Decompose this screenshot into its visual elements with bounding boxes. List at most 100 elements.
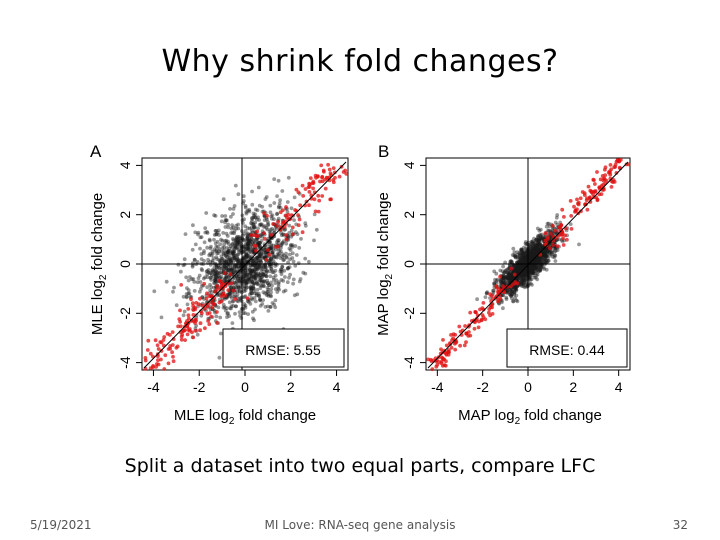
scatter-point [195, 260, 200, 264]
scatter-point [235, 239, 240, 244]
scatter-point [258, 240, 262, 245]
scatter-point [244, 252, 249, 257]
scatter-point [518, 267, 522, 271]
scatter-point [227, 256, 232, 260]
scatter-point [192, 280, 197, 284]
scatter-point [224, 265, 229, 270]
scatter-point [536, 241, 541, 245]
scatter-point [522, 255, 527, 260]
scatter-point [246, 239, 251, 244]
scatter-point [249, 264, 254, 269]
scatter-point [213, 273, 218, 278]
scatter-point [513, 268, 517, 272]
scatter-point [506, 290, 511, 295]
scatter-point [249, 287, 254, 292]
scatter-point [287, 223, 292, 228]
y-tick-label: 0 [117, 260, 133, 268]
scatter-point [255, 267, 260, 272]
scatter-point [246, 242, 250, 246]
scatter-point [270, 236, 274, 240]
scatter-point [214, 268, 218, 273]
scatter-point [519, 271, 523, 275]
scatter-point [245, 273, 249, 278]
scatter-point [217, 258, 222, 262]
scatter-point [520, 264, 525, 268]
scatter-point [515, 265, 519, 269]
highlighted-point [192, 319, 196, 324]
scatter-point [517, 266, 521, 270]
highlighted-point [613, 162, 618, 167]
scatter-point [233, 244, 238, 249]
x-tick-label: 2 [569, 379, 577, 395]
highlighted-point [159, 357, 163, 362]
scatter-point [537, 269, 541, 273]
scatter-point [532, 244, 536, 248]
scatter-point [530, 257, 535, 262]
scatter-point [254, 273, 259, 277]
scatter-point [290, 245, 295, 249]
scatter-point [516, 267, 520, 271]
scatter-point [523, 259, 528, 264]
scatter-point [221, 266, 226, 271]
scatter-point [290, 256, 295, 260]
scatter-point [519, 247, 523, 252]
scatter-point [516, 255, 520, 259]
scatter-point [522, 272, 527, 277]
scatter-point [260, 204, 265, 209]
scatter-point [234, 282, 238, 286]
highlighted-point [488, 292, 492, 296]
highlighted-point [479, 317, 484, 322]
highlighted-point [472, 326, 477, 331]
highlighted-point [312, 197, 317, 202]
scatter-point [544, 260, 549, 265]
scatter-point [516, 265, 521, 270]
scatter-point [215, 276, 220, 280]
scatter-point [518, 266, 522, 270]
scatter-point [519, 260, 524, 265]
scatter-point [513, 264, 517, 269]
scatter-point [532, 236, 536, 241]
scatter-point [509, 276, 514, 280]
scatter-point [528, 265, 533, 270]
highlighted-point [198, 321, 203, 326]
scatter-point [531, 248, 535, 253]
scatter-point [529, 239, 534, 244]
scatter-point [198, 280, 203, 284]
scatter-point [221, 252, 226, 257]
scatter-point [515, 264, 519, 269]
scatter-point [232, 231, 237, 236]
scatter-point [208, 276, 213, 280]
scatter-point [192, 257, 197, 262]
scatter-point [185, 302, 190, 307]
x-tick-label: 0 [524, 379, 532, 395]
scatter-point [241, 199, 246, 203]
scatter-point [538, 265, 543, 270]
scatter-point [225, 218, 229, 223]
scatter-point [224, 231, 229, 236]
scatter-point [529, 255, 533, 259]
scatter-point [246, 246, 251, 251]
scatter-point [215, 230, 220, 235]
scatter-point [250, 263, 255, 268]
scatter-point [274, 278, 279, 282]
scatter-point [516, 266, 520, 271]
scatter-point [205, 269, 210, 273]
highlighted-point [476, 325, 481, 330]
scatter-point [244, 285, 249, 290]
scatter-point [214, 249, 219, 253]
highlighted-point [190, 330, 194, 335]
scatter-point [230, 299, 235, 304]
scatter-point [270, 226, 274, 231]
scatter-point [544, 247, 548, 252]
panel-a-letter: A [90, 142, 102, 161]
scatter-point [243, 274, 248, 279]
scatter-point [243, 266, 248, 271]
highlighted-point [569, 214, 574, 218]
scatter-point [250, 259, 255, 263]
scatter-point [232, 285, 236, 290]
scatter-point [292, 195, 297, 200]
highlighted-point [601, 182, 605, 187]
scatter-point [228, 266, 233, 271]
scatter-point [221, 305, 226, 310]
